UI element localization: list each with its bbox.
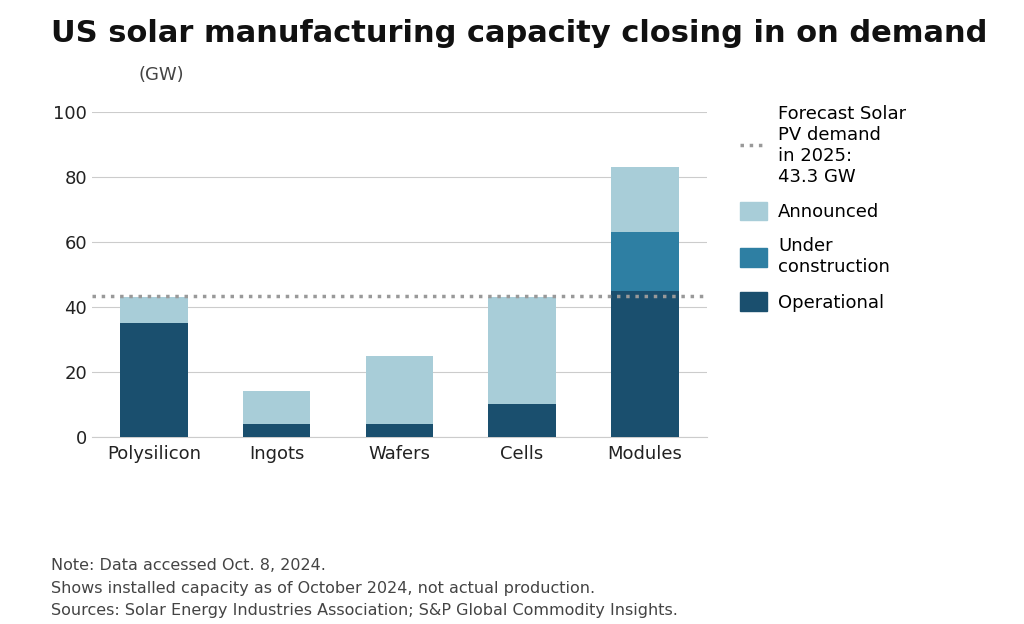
Bar — [611, 167, 679, 232]
Bar — [243, 424, 310, 437]
Bar — [366, 356, 433, 424]
Bar — [488, 404, 556, 437]
Bar — [611, 291, 679, 437]
Bar — [366, 424, 433, 437]
Bar — [243, 391, 310, 424]
Bar — [120, 323, 187, 437]
Bar — [488, 297, 556, 404]
Bar — [611, 232, 679, 291]
Bar — [120, 297, 187, 323]
Text: (GW): (GW) — [138, 66, 184, 84]
Text: US solar manufacturing capacity closing in on demand: US solar manufacturing capacity closing … — [51, 19, 987, 47]
Text: Note: Data accessed Oct. 8, 2024.
Shows installed capacity as of October 2024, n: Note: Data accessed Oct. 8, 2024. Shows … — [51, 558, 678, 618]
Legend: Forecast Solar
PV demand
in 2025:
43.3 GW, Announced, Under
construction, Operat: Forecast Solar PV demand in 2025: 43.3 G… — [740, 105, 906, 312]
